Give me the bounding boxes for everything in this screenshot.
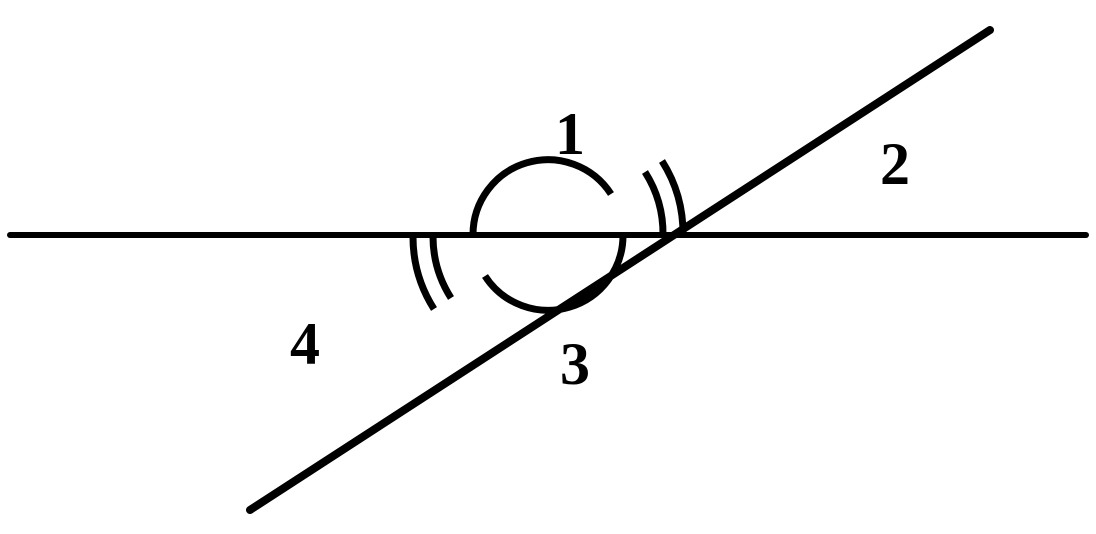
diagram-svg [0,0,1096,529]
angle-2-arc-inner [645,172,663,235]
angle-label-2: 2 [880,130,910,199]
angle-4-arc-inner [433,235,451,298]
angle-label-1: 1 [555,100,585,169]
angle-label-4: 4 [290,310,320,379]
angle-3-arc [485,235,623,310]
angle-1-arc [473,160,611,235]
geometry-diagram: 1 2 3 4 [0,0,1096,529]
angle-label-3: 3 [560,330,590,399]
diagonal-line [250,30,990,510]
